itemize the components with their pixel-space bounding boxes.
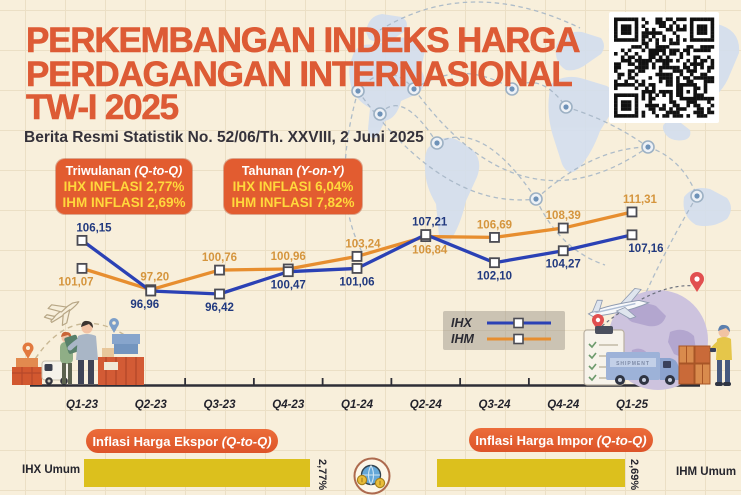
plane-icon <box>587 288 651 320</box>
data-label-ihm: 100,96 <box>271 251 306 263</box>
legend-item-ihx: IHX <box>451 315 557 330</box>
title-line-1: PERKEMBANGAN INDEKS HARGA <box>26 21 581 60</box>
banner-import-qtq: (Q-to-Q) <box>596 432 647 448</box>
legend-swatch-ihm-line <box>487 333 551 344</box>
ihx-marker <box>420 229 432 240</box>
map-network-nodes <box>351 82 704 206</box>
bar-label-ihx-umum: IHX Umum <box>22 464 81 476</box>
data-label-ihm: 97,20 <box>140 272 169 284</box>
data-label-ihm: 100,76 <box>202 252 237 264</box>
badge-quarterly-title-text: Triwulanan <box>65 163 135 178</box>
data-label-ihx: 100,47 <box>271 280 306 292</box>
ihm-marker <box>626 206 638 218</box>
ihm-marker <box>76 262 88 274</box>
data-label-ihm: 103,24 <box>345 238 381 250</box>
bar-ihx-umum <box>84 459 310 487</box>
banner-export-qtq: (Q-to-Q) <box>221 433 272 449</box>
data-label-ihx: 107,21 <box>412 217 448 229</box>
data-label-ihx: 104,27 <box>546 259 581 271</box>
banner-import-text: Inflasi Harga Impor <box>475 432 597 448</box>
trade-emblem-icon <box>353 457 391 495</box>
data-label-ihx: 101,06 <box>339 276 374 288</box>
bar-ihm-umum <box>437 459 625 487</box>
badge-yearly-title: Tahunan (Y-on-Y) <box>242 164 344 179</box>
data-label-ihm: 101,07 <box>58 276 93 288</box>
data-label-ihx: 96,42 <box>205 302 234 314</box>
data-label-ihm: 106,84 <box>412 245 448 257</box>
banner-import-inflation: Inflasi Harga Impor (Q-to-Q) <box>469 428 653 452</box>
chart-legend: IHX IHM <box>443 311 565 350</box>
badge-quarterly-title-qtq: (Q-to-Q) <box>134 163 183 178</box>
legend-label-ihx: IHX <box>451 315 472 330</box>
x-axis-label: Q1-23 <box>66 399 99 411</box>
x-axis-label: Q4-23 <box>272 399 305 411</box>
data-label-ihx: 107,16 <box>628 243 663 255</box>
data-label-ihm: 111,31 <box>623 194 658 206</box>
person-worker <box>709 324 732 386</box>
banner-export-text: Inflasi Harga Ekspor <box>92 433 222 449</box>
badge-quarterly-title: Triwulanan (Q-to-Q) <box>66 164 183 179</box>
ihx-marker <box>626 229 638 241</box>
data-label-ihx: 96,96 <box>130 299 159 311</box>
badge-yearly-inflation: Tahunan (Y-on-Y) IHX INFLASI 6,04% IHM I… <box>224 159 362 214</box>
crates-left <box>12 358 42 385</box>
title-line-3: TW-I 2025 <box>26 88 180 127</box>
legend-item-ihm: IHM <box>451 331 557 346</box>
badge-yearly-title-text: Tahunan <box>241 163 297 178</box>
legend-label-ihm: IHM <box>451 331 474 346</box>
ihm-marker <box>214 264 225 276</box>
ihm-marker <box>557 222 569 234</box>
ihx-marker <box>76 234 88 246</box>
x-axis-label: Q1-24 <box>341 399 374 411</box>
badge-yearly-ihm: IHM INFLASI 7,82% <box>231 195 355 210</box>
ihx-marker <box>282 266 294 278</box>
x-axis-label: Q2-24 <box>410 399 443 411</box>
x-axis-label: Q3-24 <box>479 399 512 411</box>
pin-blue-icon <box>109 318 119 333</box>
badge-quarterly-ihm: IHM INFLASI 2,69% <box>62 195 186 210</box>
ihm-marker <box>489 232 500 243</box>
ihx-marker <box>214 288 225 300</box>
ihx-marker <box>557 245 569 257</box>
x-axis-label: Q3-23 <box>204 399 237 411</box>
data-label-ihx: 106,15 <box>76 222 112 234</box>
legend-swatch-ihx-line <box>487 317 551 328</box>
ihx-marker <box>489 257 500 269</box>
person-man-clipboard <box>64 320 98 384</box>
svg-text:SHIPMENT: SHIPMENT <box>616 361 650 367</box>
page-title: PERKEMBANGAN INDEKS HARGA PERDAGANGAN IN… <box>26 21 581 127</box>
x-axis-label: Q4-24 <box>547 399 580 411</box>
x-axis-label: Q2-23 <box>135 399 168 411</box>
badge-yearly-ihx: IHX INFLASI 6,04% <box>232 178 354 194</box>
ihx-marker <box>145 285 157 297</box>
truck: SHIPMENT <box>606 352 680 385</box>
crates <box>678 345 711 385</box>
data-label-ihm: 108,39 <box>546 210 581 222</box>
crates-right <box>98 334 144 385</box>
pin-orange-icon <box>22 342 34 359</box>
qr-code <box>609 12 719 123</box>
illustration-logistics-left <box>12 301 144 385</box>
ihx-marker <box>351 263 363 274</box>
pin-red-top-icon <box>690 272 704 292</box>
title-line-2: PERDAGANGAN INTERNASIONAL <box>26 54 573 94</box>
data-label-ihx: 102,10 <box>477 271 512 283</box>
illustration-logistics-right: SHIPMENT <box>583 272 732 390</box>
badge-quarterly-inflation: Triwulanan (Q-to-Q) IHX INFLASI 2,77% IH… <box>56 159 192 214</box>
bar-label-ihm-umum: IHM Umum <box>676 466 737 478</box>
release-subtitle: Berita Resmi Statistik No. 52/06/Th. XXV… <box>24 129 424 146</box>
badge-yearly-title-yoy: (Y-on-Y) <box>296 163 345 178</box>
badge-quarterly-ihx: IHX INFLASI 2,77% <box>63 178 185 194</box>
banner-export-inflation: Inflasi Harga Ekspor (Q-to-Q) <box>86 429 278 453</box>
sketch-plane-icon <box>43 301 80 326</box>
x-axis-label: Q1-25 <box>616 399 649 411</box>
ihm-marker <box>351 251 363 262</box>
data-label-ihm: 106,69 <box>477 219 512 231</box>
